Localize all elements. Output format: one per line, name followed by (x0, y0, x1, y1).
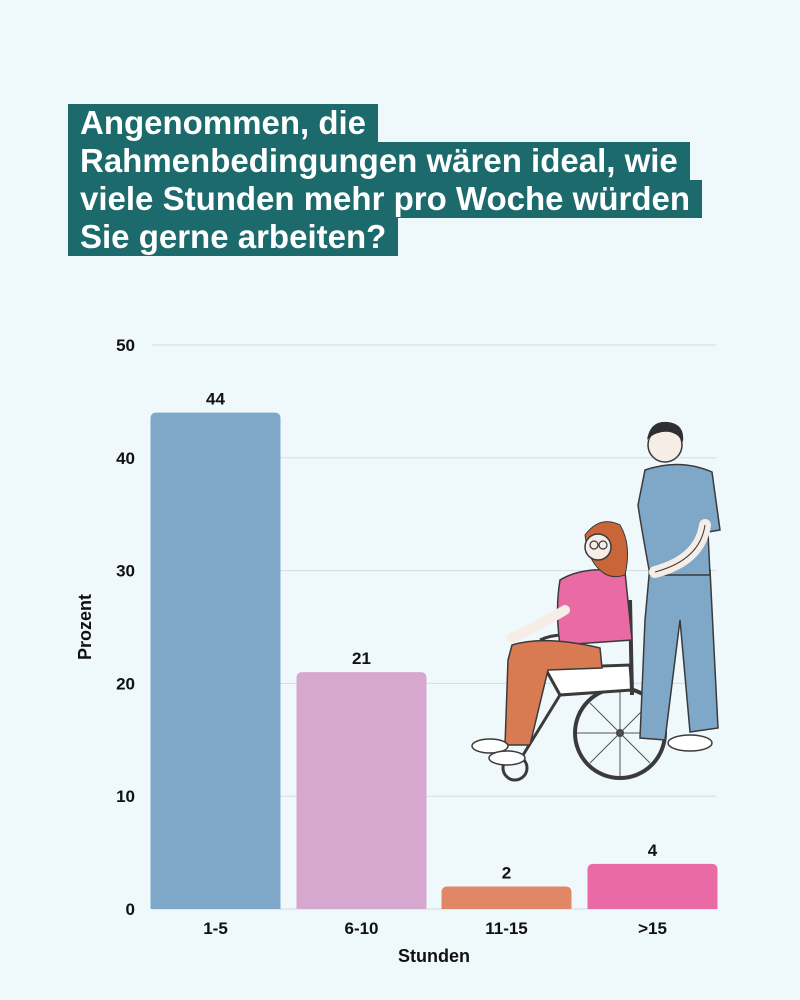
nurse-wheelchair-illustration (471, 421, 721, 782)
bar-value-label: 21 (352, 649, 371, 668)
bar-value-label: 44 (206, 390, 225, 409)
bar-15 (587, 863, 718, 909)
woman-shirt (556, 569, 633, 646)
x-tick-label: >15 (638, 919, 667, 938)
title-line-4: Sie gerne arbeiten? (68, 218, 399, 256)
x-tick-label: 1-5 (203, 919, 228, 938)
woman-pants (504, 639, 603, 746)
bar-610 (296, 672, 427, 909)
bar-value-label: 2 (502, 863, 511, 882)
x-axis-title: Stunden (398, 946, 470, 966)
y-tick-label: 40 (116, 449, 135, 468)
y-axis-ticks: 0 10 20 30 40 50 (116, 336, 135, 919)
y-tick-label: 30 (116, 562, 135, 581)
y-tick-label: 20 (116, 674, 135, 693)
y-axis-title: Prozent (75, 594, 95, 660)
y-tick-label: 10 (116, 787, 135, 806)
x-tick-label: 11-15 (485, 919, 528, 938)
x-tick-label: 6-10 (344, 919, 378, 938)
y-tick-label: 50 (116, 336, 135, 355)
bars (150, 412, 718, 909)
data-labels: 44 21 2 4 (206, 390, 658, 883)
nurse-pants (639, 564, 719, 741)
x-axis-ticks: 1-5 6-10 11-15 >15 (203, 919, 667, 938)
bar-value-label: 4 (648, 841, 658, 860)
y-tick-label: 0 (126, 900, 135, 919)
bar-15 (150, 412, 281, 909)
title-line-2: Rahmenbedingungen wären ideal, wie (68, 142, 690, 180)
title-line-1: Angenommen, die (68, 104, 379, 142)
title-line-3: viele Stunden mehr pro Woche würden (68, 180, 702, 218)
chart-title: Angenommen, die Rahmenbedingungen wären … (68, 104, 702, 256)
bar-1115 (441, 886, 572, 909)
